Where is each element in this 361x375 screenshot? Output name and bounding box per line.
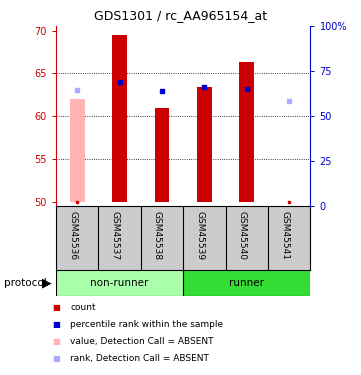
Bar	[183, 270, 310, 296]
Text: ■: ■	[52, 354, 60, 363]
Text: protocol: protocol	[4, 278, 46, 288]
Text: rank, Detection Call = ABSENT: rank, Detection Call = ABSENT	[70, 354, 209, 363]
Text: GSM45537: GSM45537	[110, 211, 119, 261]
Text: GSM45538: GSM45538	[153, 211, 162, 261]
Text: GSM45536: GSM45536	[68, 211, 77, 261]
Text: GSM45539: GSM45539	[195, 211, 204, 261]
Text: ■: ■	[52, 320, 60, 329]
Text: GSM45540: GSM45540	[238, 211, 247, 260]
Text: value, Detection Call = ABSENT: value, Detection Call = ABSENT	[70, 337, 214, 346]
Bar	[197, 87, 212, 202]
Text: ▶: ▶	[42, 277, 51, 290]
Text: runner: runner	[229, 278, 264, 288]
Text: count: count	[70, 303, 96, 312]
Text: ■: ■	[52, 303, 60, 312]
Bar	[112, 35, 127, 202]
Bar	[56, 270, 183, 296]
Text: non-runner: non-runner	[90, 278, 149, 288]
Bar	[239, 62, 254, 202]
Text: percentile rank within the sample: percentile rank within the sample	[70, 320, 223, 329]
Text: ■: ■	[52, 337, 60, 346]
Text: GSM45541: GSM45541	[280, 211, 289, 260]
Bar	[155, 108, 169, 202]
Text: GDS1301 / rc_AA965154_at: GDS1301 / rc_AA965154_at	[94, 9, 267, 22]
Bar	[70, 99, 84, 202]
